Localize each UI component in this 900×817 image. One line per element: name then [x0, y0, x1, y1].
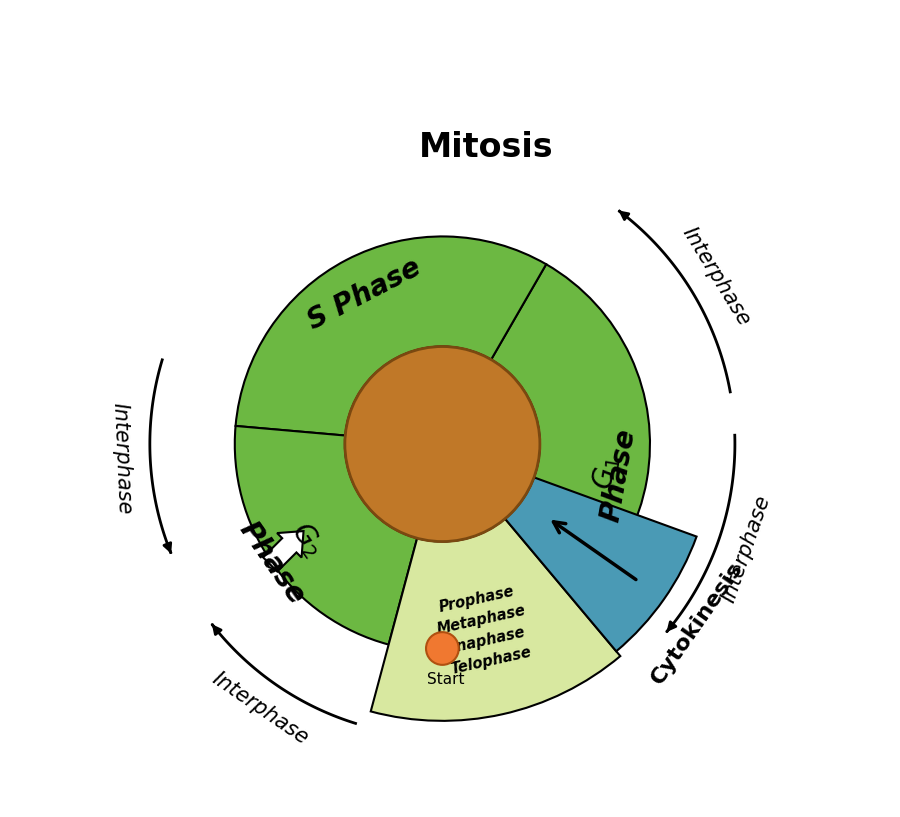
Circle shape [426, 632, 459, 665]
Wedge shape [505, 477, 697, 651]
Text: Start: Start [427, 672, 464, 687]
Circle shape [345, 346, 540, 542]
Text: Phase: Phase [597, 426, 641, 524]
Text: Mitosis: Mitosis [419, 131, 554, 164]
Text: Interphase: Interphase [110, 402, 134, 515]
Wedge shape [236, 236, 546, 435]
Text: $G_1$: $G_1$ [589, 453, 624, 493]
Text: S Phase: S Phase [303, 254, 426, 336]
Wedge shape [371, 519, 620, 721]
Text: Interphase: Interphase [718, 493, 773, 605]
Text: Interphase: Interphase [209, 668, 312, 748]
Text: Cytokinesis: Cytokinesis [648, 558, 747, 688]
Wedge shape [389, 477, 637, 652]
Text: Prophase
Metaphase
Anaphase
Telophase: Prophase Metaphase Anaphase Telophase [431, 583, 536, 678]
Wedge shape [235, 426, 417, 645]
Text: $G_2$: $G_2$ [284, 517, 328, 561]
Polygon shape [263, 531, 303, 572]
Text: Phase: Phase [234, 516, 310, 609]
Text: Interphase: Interphase [678, 223, 753, 329]
Wedge shape [459, 264, 650, 649]
